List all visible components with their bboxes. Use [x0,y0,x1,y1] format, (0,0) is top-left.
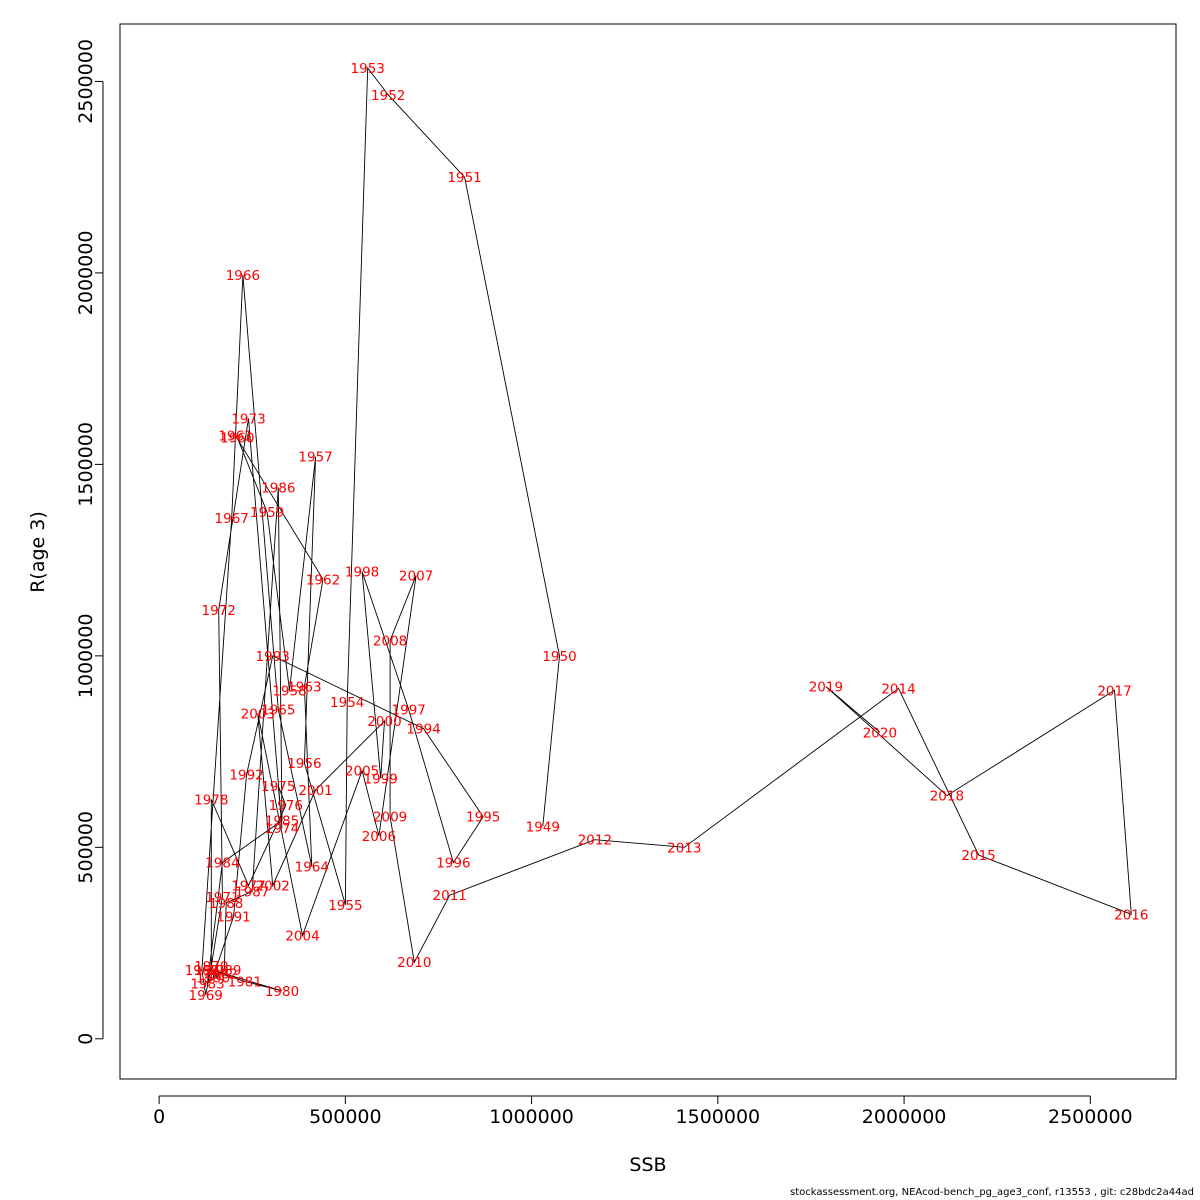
year-label: 1992 [229,768,263,784]
year-label: 1986 [261,480,295,496]
year-label: 2009 [373,810,407,826]
footer-credit: stockassessment.org, NEAcod-bench_pg_age… [790,1187,1194,1198]
year-label: 1983 [190,976,224,992]
year-label: 1994 [406,722,440,738]
year-label: 1949 [526,819,560,835]
y-tick-label: 2500000 [75,39,97,124]
year-label: 1956 [287,756,321,772]
plot-frame [119,23,1177,1080]
year-label: 1968 [185,963,219,979]
year-label: 1978 [194,793,228,809]
year-label: 1962 [306,572,340,588]
year-label: 2006 [362,829,396,845]
x-tick-label: 1000000 [489,1106,574,1128]
year-label: 1990 [196,971,230,987]
y-tick-label: 1000000 [75,614,97,699]
x-axis: 0 500000 1000000 1500000 2000000 2500000 [153,1095,1133,1128]
year-label: 2019 [809,680,843,696]
year-label: 1950 [542,649,576,665]
year-label: 2007 [399,568,433,584]
year-label: 2013 [667,840,701,856]
year-label: 1980 [265,984,299,1000]
year-label: 1976 [269,798,303,814]
year-label: 1965 [261,703,295,719]
year-label: 2017 [1097,683,1131,699]
x-axis-label: SSB [629,1154,666,1176]
year-label: 2018 [930,789,964,805]
year-label: 1961 [218,429,252,445]
year-label: 1957 [298,450,332,466]
y-tick-label: 500000 [75,811,97,884]
year-label: 2020 [863,725,897,741]
series-path-layer [201,66,1132,995]
year-label: 1979 [194,963,228,979]
year-label: 1977 [231,879,265,895]
year-label: 1958 [272,683,306,699]
y-tick-label: 1500000 [75,422,97,507]
year-label: 2010 [397,955,431,971]
year-label: 1969 [189,988,223,1004]
year-label: 2016 [1114,907,1148,923]
year-label: 1998 [345,565,379,581]
y-tick-label: 2000000 [75,231,97,316]
year-label: 1984 [205,856,239,872]
year-label: 1972 [202,603,236,619]
year-label: 1954 [330,695,364,711]
year-label: 1951 [447,170,481,186]
year-label: 1959 [250,505,284,521]
year-label: 1987 [235,884,269,900]
year-label: 2003 [241,706,275,722]
year-label: 1993 [256,649,290,665]
y-axis: 0 500000 1000000 1500000 2000000 2500000 [75,39,104,1045]
year-label: 2012 [578,833,612,849]
x-tick-label: 1500000 [676,1106,761,1128]
year-label: 2008 [373,634,407,650]
year-label: 1955 [328,898,362,914]
year-label: 1991 [216,909,250,925]
x-tick-label: 500000 [309,1106,382,1128]
year-label: 2011 [433,888,467,904]
year-label: 1996 [436,856,470,872]
x-tick-label: 2500000 [1048,1106,1133,1128]
year-label: 1985 [265,814,299,830]
year-label: 1988 [209,896,243,912]
year-label: 1973 [231,411,265,427]
y-tick-label: 0 [75,1033,97,1045]
point-label-layer: 1949 1950 1951 1952 1953 1954 1955 1956 1957 1958… [185,61,1149,1004]
year-label: 2005 [345,764,379,780]
year-label: 1989 [207,963,241,979]
year-label: 1952 [371,88,405,104]
year-label: 1974 [265,821,299,837]
year-label: 1995 [466,810,500,826]
year-label: 2002 [256,879,290,895]
year-label: 1960 [220,431,254,447]
year-label: 1981 [228,974,262,990]
year-label: 1967 [215,511,249,527]
year-label: 1971 [205,890,239,906]
year-label: 1970 [194,959,228,975]
year-label: 2000 [367,714,401,730]
year-label: 2014 [881,681,915,697]
year-label: 2015 [961,848,995,864]
year-label: 1966 [226,268,260,284]
year-label: 1975 [261,779,295,795]
year-label: 2004 [285,928,319,944]
year-label: 1964 [295,860,329,876]
series-line [201,66,1132,995]
year-label: 2001 [298,783,332,799]
y-axis-label: R(age 3) [27,511,49,593]
year-label: 1999 [364,771,398,787]
year-label: 1963 [287,680,321,696]
x-tick-label: 0 [153,1106,165,1128]
x-tick-label: 2000000 [862,1106,947,1128]
year-label: 1953 [351,61,385,77]
year-label: 1982 [203,967,237,983]
year-label: 1997 [392,703,426,719]
